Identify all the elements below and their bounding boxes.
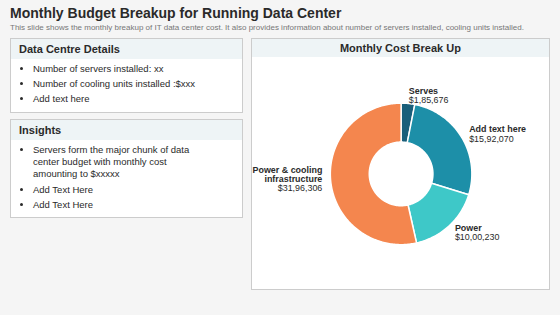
html-text:Monthly Cost Break Up: Monthly Cost Break Up [339, 41, 461, 54]
svg-text:$31,96,306: $31,96,306 [278, 182, 323, 192]
svg-text:$1,85,676: $1,85,676 [409, 95, 449, 105]
svg-text:Power: Power [454, 222, 482, 233]
html-text:Add Text Here: Add Text Here [33, 199, 93, 210]
html-text:Insights: Insights [19, 123, 62, 136]
html-text:Number of cooling units instal: Number of cooling units installed :$xxx [33, 77, 196, 89]
html-text:Monthly Budget Breakup for Run: Monthly Budget Breakup for Running Data … [10, 5, 342, 21]
svg-text:Add text here: Add text here [468, 123, 526, 134]
html-text:Data Centre Details: Data Centre Details [19, 42, 120, 55]
html-text:Number of servers installed: x: Number of servers installed: xx [33, 62, 164, 74]
html-text:Servers form the major chunk o: Servers form the major chunk of data cen… [33, 143, 190, 180]
svg-text:Power & coolinginfrastructure: Power & coolinginfrastructure [252, 164, 322, 183]
html-text:This slide shows the monthly b: This slide shows the monthly breakup of … [10, 23, 524, 32]
svg-text:Serves: Serves [408, 85, 438, 96]
svg-text:$10,00,230: $10,00,230 [455, 232, 500, 242]
svg-text:$15,92,070: $15,92,070 [469, 133, 514, 143]
html-text:Add text here: Add text here [33, 93, 90, 105]
html-text:Add Text Here: Add Text Here [33, 183, 93, 195]
